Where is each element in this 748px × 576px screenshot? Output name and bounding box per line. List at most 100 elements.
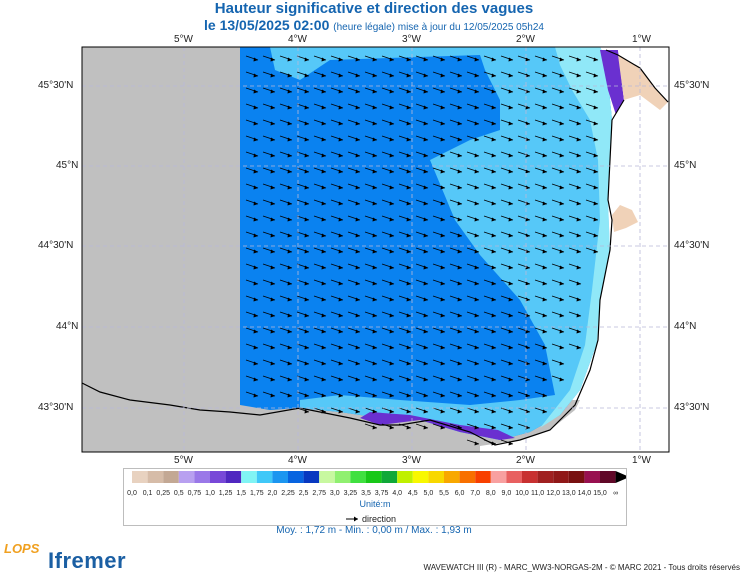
legend-swatch [459, 471, 476, 483]
wave-arrow-head [372, 425, 377, 430]
nearshore-strip-south [360, 412, 515, 440]
wave-arrow-head [474, 393, 479, 398]
wave-arrow-head [474, 185, 479, 190]
wave-arrow-head [576, 121, 581, 126]
wave-arrow-head [559, 249, 564, 254]
wave-arrow-head [474, 153, 479, 158]
wave-arrow-head [304, 313, 309, 318]
wave-arrow-head [406, 393, 411, 398]
wave-arrow-head [321, 217, 326, 222]
wave-arrow-head [423, 185, 428, 190]
legend-swatch [210, 471, 226, 483]
wave-arrow-head [321, 153, 326, 158]
wave-arrow-head [372, 377, 377, 382]
wave-arrow-head [389, 265, 394, 270]
wave-arrow-head [253, 377, 258, 382]
legend-swatch [178, 471, 195, 483]
wave-arrow-head [423, 281, 428, 286]
wave-arrow-head [253, 137, 258, 142]
wave-arrow-head [355, 89, 360, 94]
wave-arrow-head [525, 409, 530, 414]
wave-arrow-head [304, 217, 309, 222]
wave-arrow-head [389, 425, 394, 430]
wave-arrow-head [406, 153, 411, 158]
wave-arrow-head [525, 185, 530, 190]
wave-arrow-head [457, 185, 462, 190]
wave-arrow-head [525, 121, 530, 126]
wave-arrow-head [559, 121, 564, 126]
wave-arrow-head [525, 89, 530, 94]
wave-arrow-head [423, 57, 428, 62]
wave-arrow-head [270, 169, 275, 174]
wave-arrow-head [559, 217, 564, 222]
wave-arrow-head [559, 89, 564, 94]
wave-arrow-head [440, 313, 445, 318]
wave-arrow-head [270, 121, 275, 126]
wave-arrow-head [593, 153, 598, 158]
wave-arrow-head [389, 233, 394, 238]
wave-arrow-head [287, 57, 292, 62]
wave-arrow-head [457, 393, 462, 398]
wave-arrow-head [423, 345, 428, 350]
wave-arrow-head [253, 265, 258, 270]
legend-label: 1,75 [250, 490, 264, 497]
wave-arrow-head [559, 153, 564, 158]
wave-direction-arrows [245, 55, 599, 446]
wave-arrow-head [406, 57, 411, 62]
wave-arrow-head [457, 265, 462, 270]
wave-arrow-head [423, 137, 428, 142]
lon-tick-top-3w: 3°W [402, 34, 421, 45]
wave-arrow-head [474, 281, 479, 286]
wave-arrow-head [440, 105, 445, 110]
wave-arrow-head [457, 121, 462, 126]
wave-arrow-head [389, 153, 394, 158]
wave-arrow-head [270, 329, 275, 334]
wave-arrow-head [508, 441, 513, 446]
wave-arrow-head [457, 313, 462, 318]
wave-arrow-head [372, 361, 377, 366]
wave-arrow-head [338, 57, 343, 62]
wave-arrow-head [287, 201, 292, 206]
wave-arrow-head [355, 217, 360, 222]
wave-arrow-head [287, 281, 292, 286]
wave-arrow-head [338, 377, 343, 382]
wave-arrow-head [287, 137, 292, 142]
wave-arrow-head [321, 57, 326, 62]
wave-arrow-head [576, 233, 581, 238]
wave-arrow-head [593, 137, 598, 142]
wave-arrow-head [304, 121, 309, 126]
land-area-left [82, 47, 240, 452]
wave-arrow-head [457, 281, 462, 286]
lat-tick-right-4430: 44°30'N [674, 240, 710, 251]
wave-arrow-head [270, 297, 275, 302]
wave-arrow-head [406, 345, 411, 350]
wave-arrow-head [372, 281, 377, 286]
wave-arrow-head [491, 169, 496, 174]
wave-arrow-head [321, 169, 326, 174]
wave-arrow-head [287, 361, 292, 366]
wave-arrow-head [423, 233, 428, 238]
wave-arrow-head [355, 137, 360, 142]
wave-arrow-head [270, 185, 275, 190]
wave-arrow-head [338, 409, 343, 414]
wave-arrow-head [525, 313, 530, 318]
coast-land-east [480, 50, 669, 452]
wave-arrow-head [321, 73, 326, 78]
wave-arrow-head [491, 329, 496, 334]
wave-arrow-head [406, 329, 411, 334]
wave-arrow-head [304, 169, 309, 174]
wave-arrow-head [440, 249, 445, 254]
wave-arrow-head [491, 345, 496, 350]
wave-arrow-head [440, 185, 445, 190]
wave-arrow-head [491, 249, 496, 254]
wave-arrow-head [457, 345, 462, 350]
wave-arrow-head [508, 73, 513, 78]
wave-arrow-head [491, 377, 496, 382]
wave-arrow-head [253, 201, 258, 206]
wave-arrow-head [253, 249, 258, 254]
wave-arrow-head [559, 297, 564, 302]
wave-arrow-head [525, 281, 530, 286]
wave-arrow-head [440, 377, 445, 382]
wave-arrow-head [355, 233, 360, 238]
wave-arrow-head [321, 377, 326, 382]
